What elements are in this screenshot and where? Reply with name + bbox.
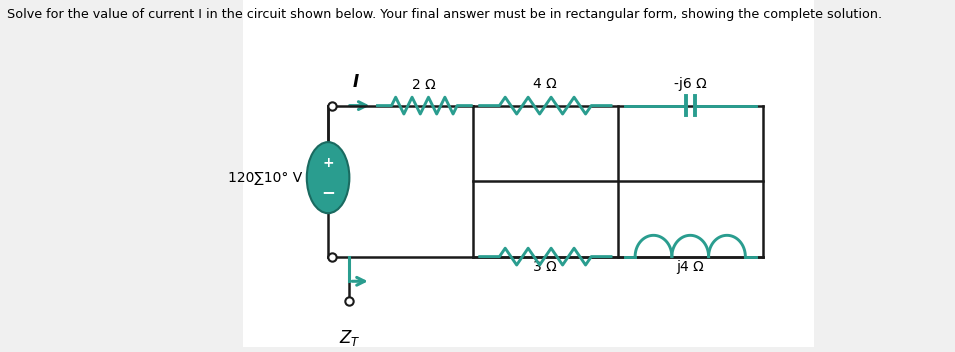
Ellipse shape: [307, 142, 350, 213]
Text: I: I: [352, 73, 358, 91]
Text: $Z_T$: $Z_T$: [339, 328, 360, 348]
Text: 4 Ω: 4 Ω: [534, 77, 558, 91]
Text: 2 Ω: 2 Ω: [413, 78, 436, 92]
Text: -j6 Ω: -j6 Ω: [674, 77, 707, 91]
Text: 120∑10° V: 120∑10° V: [228, 171, 303, 185]
Bar: [243, 0, 814, 347]
Text: j4 Ω: j4 Ω: [676, 259, 704, 274]
Text: 3 Ω: 3 Ω: [534, 259, 558, 274]
Text: Solve for the value of current I in the circuit shown below. Your final answer m: Solve for the value of current I in the …: [7, 8, 881, 21]
Text: +: +: [322, 156, 334, 170]
Text: −: −: [321, 183, 335, 201]
